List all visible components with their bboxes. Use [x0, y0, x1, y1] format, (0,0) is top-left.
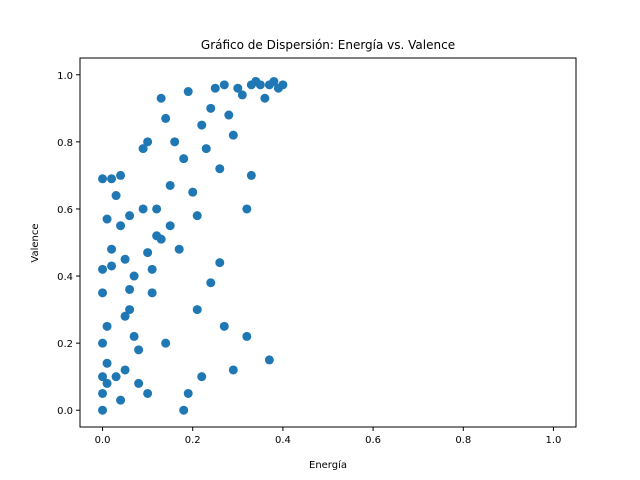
data-point — [98, 372, 108, 382]
data-point — [192, 305, 202, 315]
data-point — [210, 83, 220, 93]
data-point — [161, 113, 171, 123]
data-point — [264, 355, 274, 365]
data-point — [183, 388, 193, 398]
data-point — [224, 110, 234, 120]
data-point — [102, 378, 112, 388]
data-point — [147, 264, 157, 274]
data-point — [98, 288, 108, 298]
data-point — [179, 405, 189, 415]
x-tick-label: 1.0 — [546, 435, 562, 446]
data-point — [120, 311, 130, 321]
y-tick-label: 0.6 — [57, 205, 73, 216]
data-point — [156, 93, 166, 103]
data-point — [255, 80, 265, 90]
data-point — [129, 271, 139, 281]
data-point — [98, 264, 108, 274]
data-point — [107, 244, 117, 254]
data-point — [129, 331, 139, 341]
data-point — [192, 211, 202, 221]
data-point — [98, 174, 108, 184]
plot-points — [98, 76, 288, 415]
data-point — [269, 76, 279, 86]
chart-title: Gráfico de Dispersión: Energía vs. Valen… — [201, 38, 455, 52]
y-tick-label: 0.4 — [57, 272, 73, 283]
x-tick-label: 0.0 — [95, 435, 111, 446]
data-point — [102, 321, 112, 331]
data-point — [233, 83, 243, 93]
data-point — [242, 331, 252, 341]
x-axis-ticks: 0.0 0.2 0.4 0.6 0.8 1.0 — [95, 427, 562, 446]
data-point — [98, 388, 108, 398]
data-point — [161, 338, 171, 348]
data-point — [138, 204, 148, 214]
data-point — [237, 90, 247, 100]
data-point — [219, 80, 229, 90]
data-point — [201, 144, 211, 154]
data-point — [107, 174, 117, 184]
data-point — [188, 187, 198, 197]
data-point — [197, 372, 207, 382]
data-point — [102, 214, 112, 224]
data-point — [246, 170, 256, 180]
data-point — [125, 284, 135, 294]
x-tick-label: 0.6 — [365, 435, 381, 446]
data-point — [143, 248, 153, 258]
data-point — [260, 93, 270, 103]
data-point — [219, 321, 229, 331]
data-point — [116, 395, 126, 405]
data-point — [143, 388, 153, 398]
data-point — [179, 154, 189, 164]
y-tick-label: 0.8 — [57, 138, 73, 149]
data-point — [215, 164, 225, 174]
data-point — [120, 365, 130, 375]
data-point — [107, 261, 117, 271]
data-point — [116, 221, 126, 231]
data-point — [102, 358, 112, 368]
x-tick-label: 0.2 — [185, 435, 201, 446]
data-point — [206, 278, 216, 288]
data-point — [165, 180, 175, 190]
data-point — [98, 338, 108, 348]
data-point — [242, 204, 252, 214]
y-tick-label: 0.2 — [57, 339, 73, 350]
data-point — [165, 221, 175, 231]
data-point — [197, 120, 207, 130]
data-point — [134, 378, 144, 388]
data-point — [134, 345, 144, 355]
data-point — [156, 234, 166, 244]
data-point — [147, 288, 157, 298]
data-point — [138, 144, 148, 154]
data-point — [116, 170, 126, 180]
data-point — [125, 211, 135, 221]
x-axis-label: Energía — [309, 459, 347, 471]
y-tick-label: 0.0 — [57, 406, 73, 417]
data-point — [174, 244, 184, 254]
y-axis-ticks: 0.0 0.2 0.4 0.6 0.8 1.0 — [57, 71, 80, 417]
data-point — [98, 405, 108, 415]
y-axis-label: Valence — [30, 223, 41, 262]
data-point — [111, 372, 121, 382]
data-point — [228, 365, 238, 375]
data-point — [120, 254, 130, 264]
data-point — [143, 137, 153, 147]
x-tick-label: 0.8 — [455, 435, 471, 446]
data-point — [152, 204, 162, 214]
data-point — [215, 258, 225, 268]
data-point — [111, 191, 121, 201]
data-point — [170, 137, 180, 147]
y-tick-label: 1.0 — [57, 71, 73, 82]
data-point — [228, 130, 238, 140]
data-point — [183, 87, 193, 97]
data-point — [206, 103, 216, 113]
x-tick-label: 0.4 — [275, 435, 291, 446]
data-point — [125, 305, 135, 315]
data-point — [278, 80, 288, 90]
plot-frame — [79, 57, 577, 428]
